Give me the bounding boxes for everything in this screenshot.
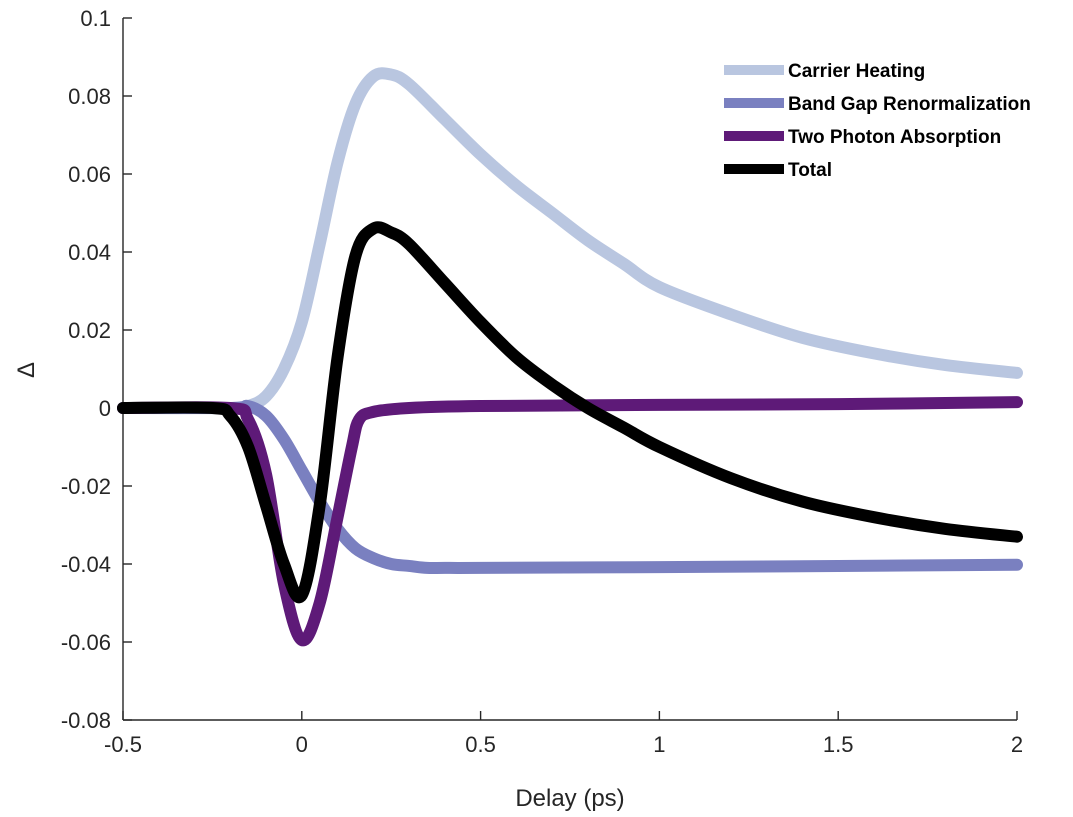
x-tick-label: 1 — [653, 732, 665, 757]
y-axis-label: Δ — [13, 362, 40, 378]
y-tick-label: 0.08 — [68, 84, 111, 109]
series-line-band-gap-renormalization — [117, 399, 1023, 575]
x-tick-label: 1.5 — [823, 732, 854, 757]
legend-label: Two Photon Absorption — [788, 127, 1001, 148]
y-tick-label: 0.06 — [68, 162, 111, 187]
series-line-two-photon-absorption — [117, 396, 1023, 647]
legend: Carrier Heating Band Gap Renormalization T… — [724, 61, 1031, 181]
x-tick-label: 2 — [1011, 732, 1023, 757]
x-tick-label: 0 — [296, 732, 308, 757]
y-tick-label: 0.1 — [80, 6, 111, 31]
y-ticks: -0.08 -0.06 -0.04 -0.02 0 0.02 0.04 0.06 0.08 0.1 — [61, 6, 132, 733]
y-tick-label: 0.02 — [68, 318, 111, 343]
series-line-total — [117, 221, 1023, 604]
x-ticks: -0.5 0 0.5 1 1.5 2 — [104, 711, 1023, 757]
y-tick-label: 0 — [99, 396, 111, 421]
y-tick-label: -0.04 — [61, 552, 111, 577]
y-tick-label: -0.02 — [61, 474, 111, 499]
y-tick-label: -0.06 — [61, 630, 111, 655]
x-tick-label: -0.5 — [104, 732, 142, 757]
y-tick-label: -0.08 — [61, 708, 111, 733]
x-tick-label: 0.5 — [465, 732, 496, 757]
legend-label: Band Gap Renormalization — [788, 94, 1031, 115]
x-axis-label: Delay (ps) — [515, 785, 624, 812]
legend-label: Total — [788, 160, 832, 181]
axes — [122, 18, 1017, 721]
series-line-carrier-heating — [117, 67, 1023, 415]
y-tick-label: 0.04 — [68, 240, 111, 265]
series-layer — [117, 67, 1023, 647]
legend-label: Carrier Heating — [788, 61, 925, 82]
